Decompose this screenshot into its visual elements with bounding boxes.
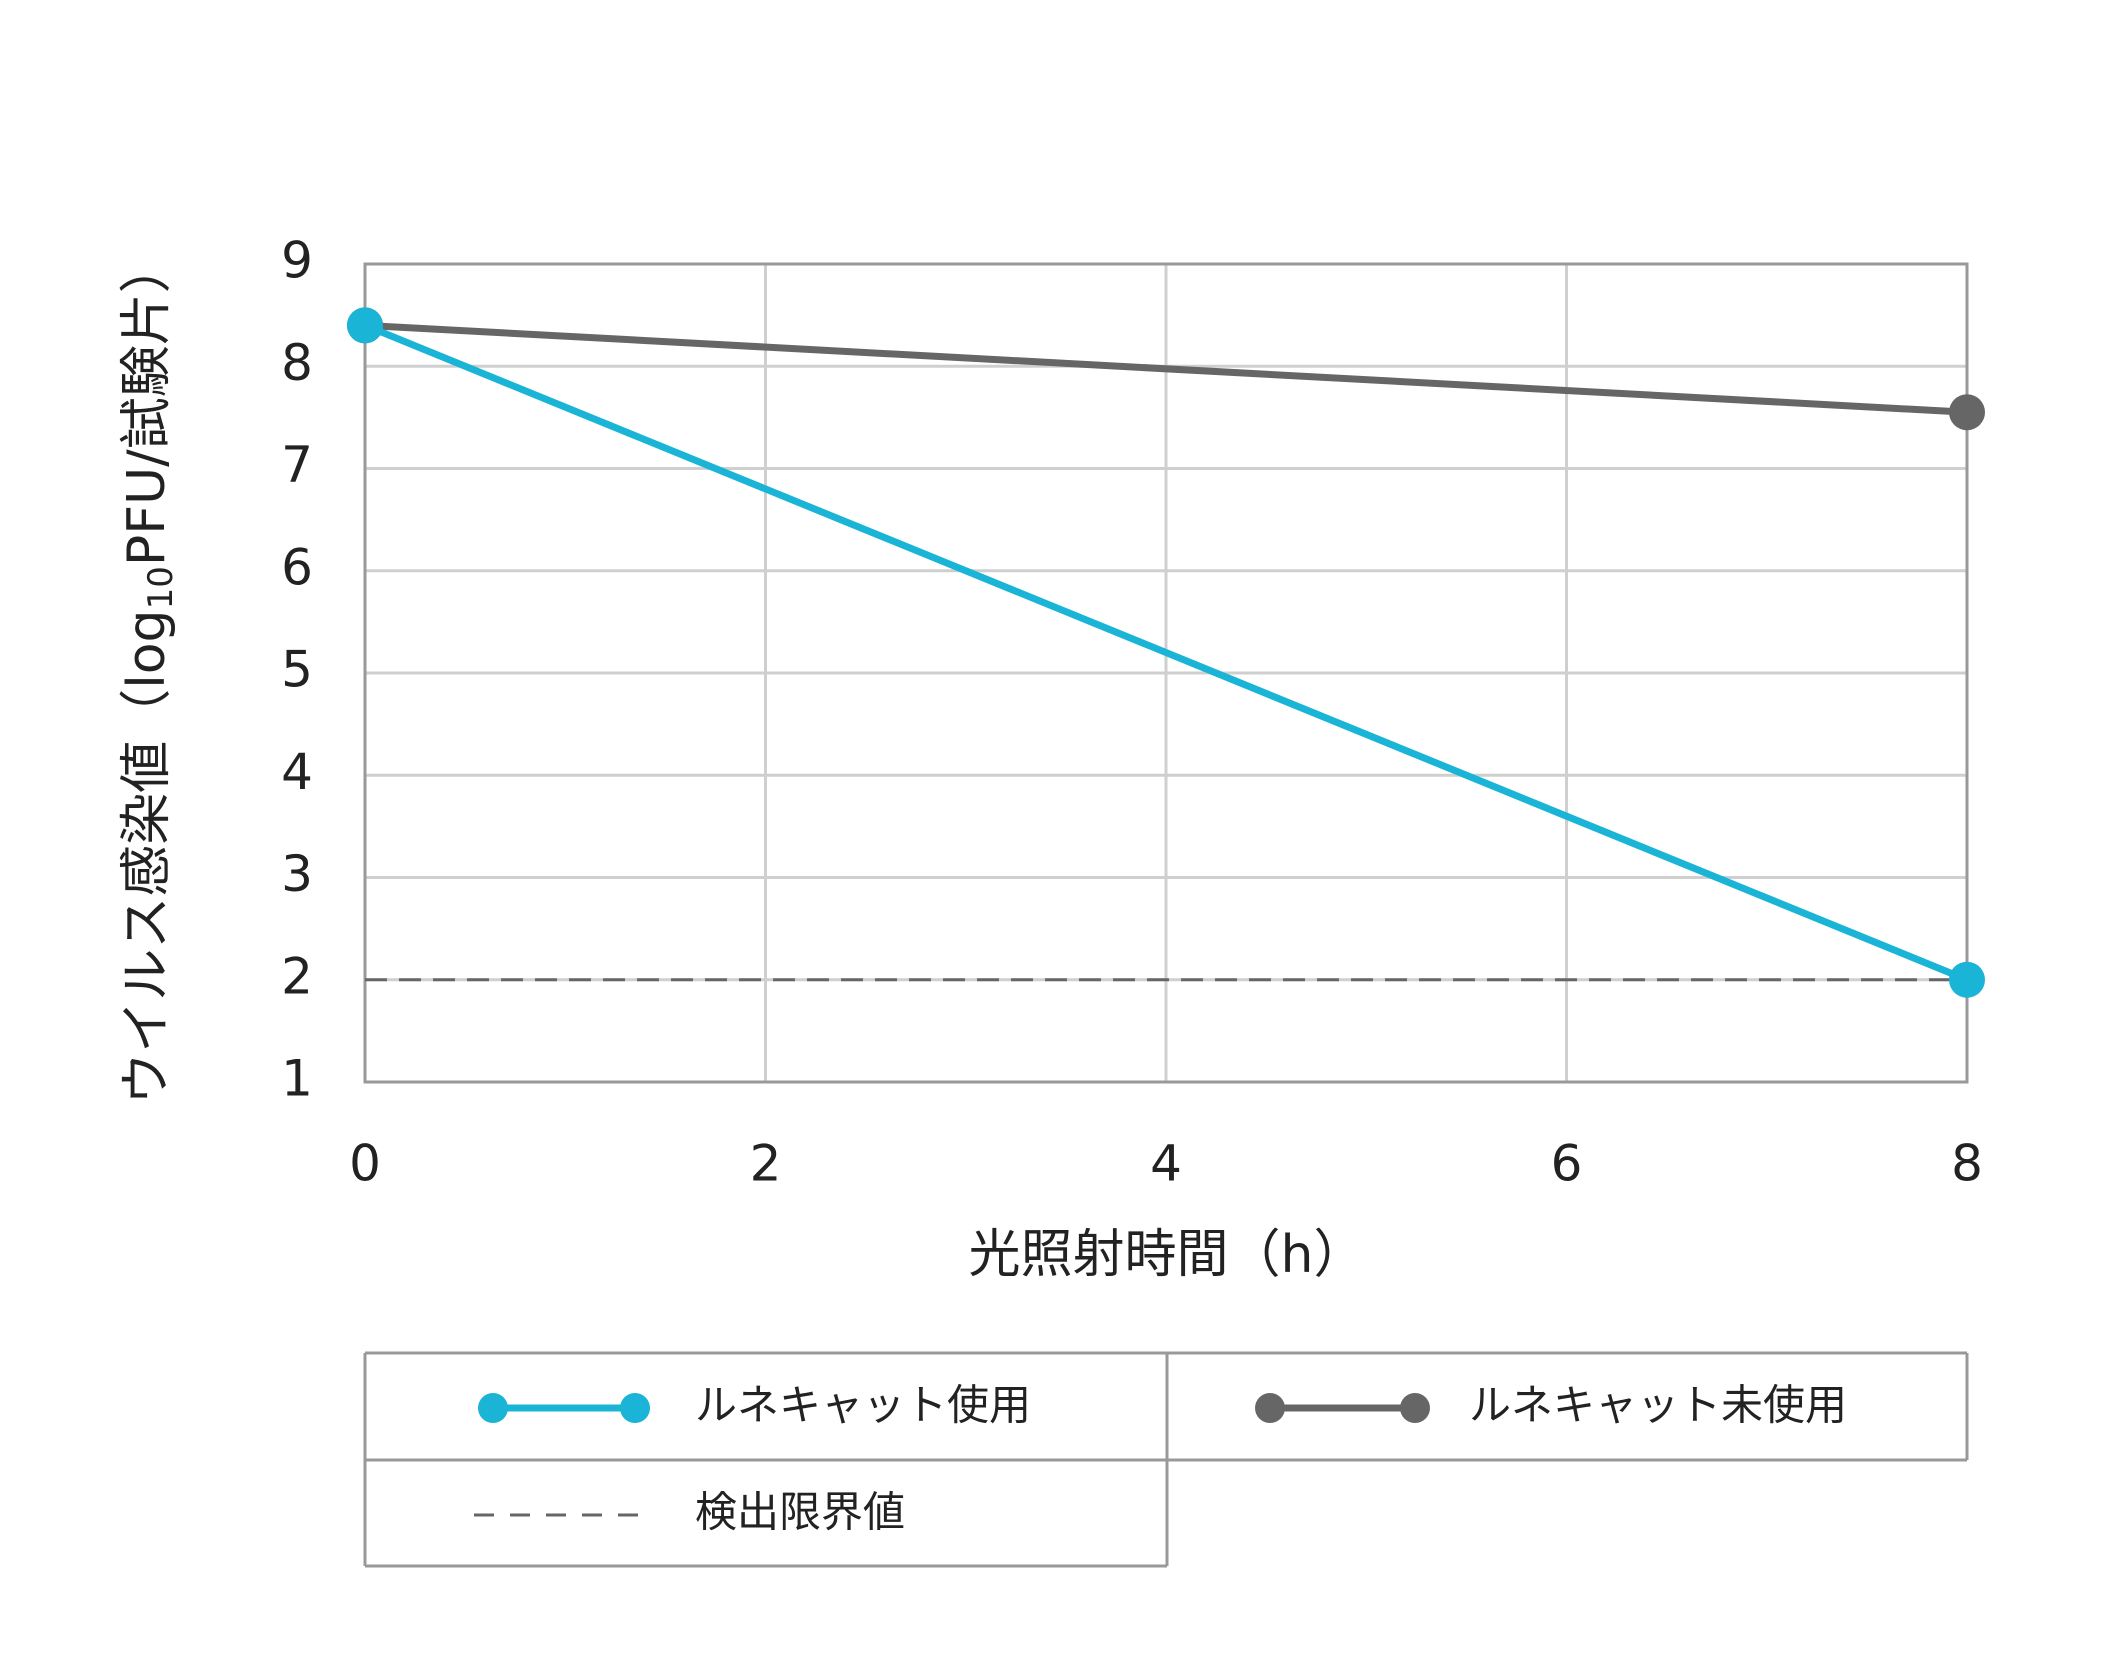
x-tick-label: 2 [750,1135,782,1193]
x-axis-label: 光照射時間（h） [969,1225,1366,1285]
x-tick-label: 6 [1551,1135,1583,1193]
y-axis-label: ウイルス感染値（log10PFU/試験片） [117,241,181,1104]
y-tick-label: 1 [281,1050,313,1108]
legend-marker [620,1393,650,1423]
y-tick-label: 6 [281,538,313,596]
legend-label: ルネキャット使用 [695,1381,1031,1430]
x-tick-label: 8 [1951,1135,1983,1193]
series-line [363,322,1969,983]
y-axis-label-subscript: 10 [141,566,181,609]
legend-marker [1400,1393,1430,1423]
legend-label: 検出限界値 [695,1488,905,1537]
x-tick-label: 4 [1150,1135,1182,1193]
data-point [1949,961,1985,998]
y-tick-label: 7 [281,436,313,494]
x-tick-label: 0 [349,1135,381,1193]
y-axis-label-part: ウイルス感染値（log [117,609,177,1104]
y-tick-label: 5 [281,641,313,699]
data-point [1949,394,1985,431]
y-tick-label: 4 [281,743,313,801]
data-point [347,307,383,344]
y-tick-label: 3 [281,845,313,903]
y-axis-label-part: PFU/試験片） [117,241,177,566]
y-tick-label: 9 [281,232,313,290]
y-tick-label: 2 [281,947,313,1005]
legend-label: ルネキャット未使用 [1469,1381,1847,1430]
series-line [364,321,1968,416]
legend-marker [478,1393,508,1423]
y-tick-label: 8 [281,334,313,392]
plot-frame [363,262,1969,1084]
legend-marker [1255,1393,1285,1423]
